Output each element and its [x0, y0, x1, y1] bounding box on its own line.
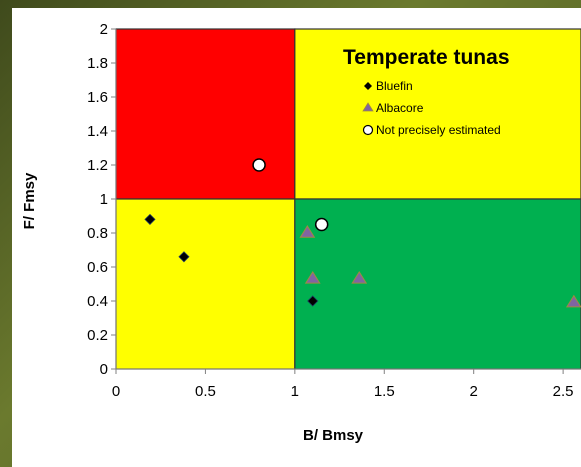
legend-marker-diamond	[364, 82, 372, 90]
x-tick-label: 1	[291, 383, 299, 400]
y-tick-label: 0.8	[87, 225, 108, 242]
data-points	[144, 158, 581, 308]
chart-title: Temperate tunas	[343, 46, 510, 69]
y-tick-label: 0.2	[87, 327, 108, 344]
axes: 0 0.2 0.4 0.6 0.8 1 1.2 1.4 1.6 1.8 2 0 0.5 1 1.5 2 2.5	[87, 21, 581, 400]
point-triangle	[304, 270, 321, 284]
legend-label: Albacore	[376, 101, 424, 115]
legend-label: Not precisely estimated	[376, 123, 501, 137]
legend-label: Bluefin	[376, 79, 413, 93]
y-tick-label: 1.2	[87, 157, 108, 174]
point-diamond	[178, 251, 190, 263]
y-tick-label: 1.4	[87, 123, 108, 140]
y-tick-label: 0	[100, 361, 108, 378]
point-diamond	[144, 213, 156, 225]
point-circle	[252, 158, 266, 172]
y-tick-label: 2	[100, 21, 108, 38]
y-tick-label: 0.6	[87, 259, 108, 276]
quadrant-0	[115, 28, 296, 200]
legend-marker-circle	[362, 124, 374, 136]
y-tick-label: 1.6	[87, 89, 108, 106]
scatter-chart: 00.20.40.60.811.21.41.61.820 0.5 1 1.5 2 2.5 …	[21, 21, 581, 444]
y-tick-label: 0.4	[87, 293, 108, 310]
point-triangle	[565, 294, 581, 308]
legend: Bluefin Albacore Not precisely estimated	[362, 79, 501, 137]
x-tick-label: 0.5	[195, 383, 216, 400]
point-triangle	[351, 270, 368, 284]
chart-panel: 0 0.2 0.4 0.6 0.8 1 1.2 1.4 1.6 1.8 2 0 0.5 1 1.5 2 2.5 …	[12, 8, 581, 467]
y-tick-label: 1.8	[87, 55, 108, 72]
x-tick-label: 0	[112, 383, 120, 400]
legend-marker-triangle	[362, 102, 374, 112]
point-triangle	[299, 225, 316, 238]
quadrant-2	[115, 198, 296, 370]
quadrant-backgrounds	[115, 28, 581, 370]
x-tick-label: 2.5	[553, 383, 574, 400]
quadrant-3	[294, 198, 581, 370]
x-tick-label: 2	[470, 383, 478, 400]
quadrant-1	[294, 28, 581, 200]
y-axis-title: F/ Fmsy	[21, 172, 38, 229]
point-diamond	[307, 295, 319, 307]
x-tick-label: 1.5	[374, 383, 395, 400]
point-circle	[314, 217, 329, 232]
x-axis-title: B/ Bmsy	[303, 427, 364, 444]
y-tick-label: 1	[100, 191, 108, 208]
